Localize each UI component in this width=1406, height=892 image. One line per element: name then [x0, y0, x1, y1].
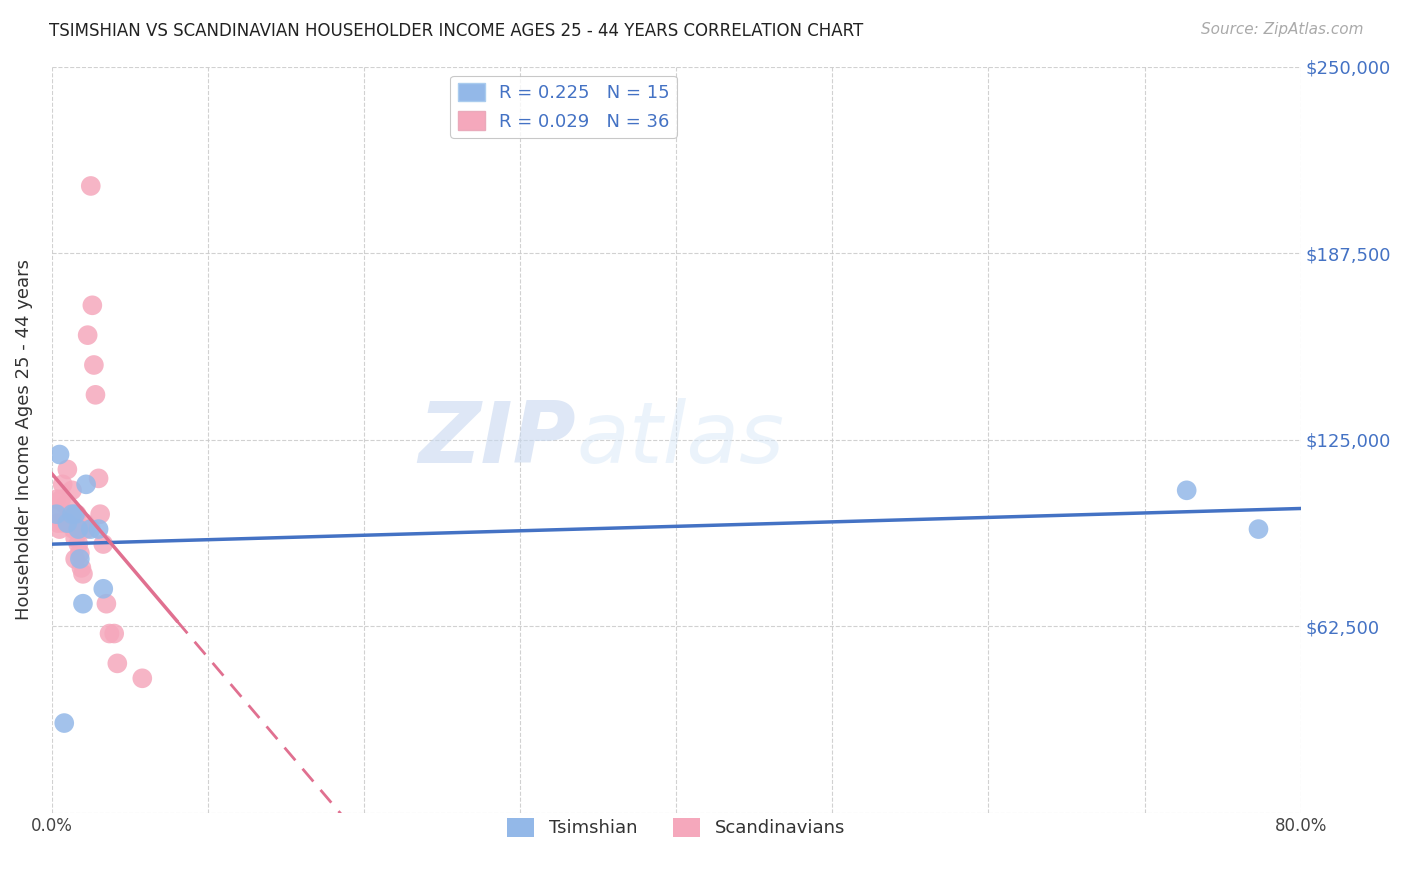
Point	[91, 537, 114, 551]
Point	[67, 537, 90, 551]
Point	[67, 522, 90, 536]
Point	[55, 498, 77, 512]
Point	[76, 328, 98, 343]
Point	[56, 462, 79, 476]
Point	[63, 507, 86, 521]
Point	[60, 507, 83, 521]
Point	[103, 626, 125, 640]
Point	[45, 507, 67, 521]
Point	[105, 657, 128, 671]
Point	[98, 626, 121, 640]
Y-axis label: Householder Income Ages 25 - 44 years: Householder Income Ages 25 - 44 years	[15, 259, 32, 620]
Point	[80, 522, 103, 536]
Text: atlas: atlas	[576, 398, 785, 481]
Point	[63, 531, 86, 545]
Point	[66, 507, 89, 521]
Point	[63, 552, 86, 566]
Point	[53, 716, 76, 731]
Point	[53, 516, 76, 530]
Text: Source: ZipAtlas.com: Source: ZipAtlas.com	[1201, 22, 1364, 37]
Point	[67, 522, 90, 536]
Point	[1175, 483, 1198, 498]
Point	[75, 477, 97, 491]
Point	[84, 388, 107, 402]
Text: ZIP: ZIP	[419, 398, 576, 481]
Point	[70, 561, 93, 575]
Point	[82, 298, 104, 312]
Point	[96, 597, 118, 611]
Point	[60, 483, 83, 498]
Point	[83, 358, 105, 372]
Point	[69, 546, 91, 560]
Point	[52, 477, 75, 491]
Point	[72, 597, 94, 611]
Point	[80, 178, 103, 193]
Point	[45, 492, 67, 507]
Point	[69, 552, 91, 566]
Point	[89, 507, 111, 521]
Point	[87, 522, 110, 536]
Point	[56, 516, 79, 530]
Point	[49, 492, 72, 507]
Point	[75, 522, 97, 536]
Point	[44, 507, 66, 521]
Legend: Tsimshian, Scandinavians: Tsimshian, Scandinavians	[501, 811, 852, 845]
Point	[1247, 522, 1270, 536]
Point	[59, 507, 82, 521]
Point	[87, 471, 110, 485]
Point	[91, 582, 114, 596]
Point	[46, 516, 69, 530]
Point	[62, 522, 84, 536]
Point	[73, 516, 96, 530]
Point	[58, 516, 80, 530]
Text: TSIMSHIAN VS SCANDINAVIAN HOUSEHOLDER INCOME AGES 25 - 44 YEARS CORRELATION CHAR: TSIMSHIAN VS SCANDINAVIAN HOUSEHOLDER IN…	[49, 22, 863, 40]
Point	[48, 448, 70, 462]
Point	[72, 566, 94, 581]
Point	[48, 522, 70, 536]
Point	[131, 671, 153, 685]
